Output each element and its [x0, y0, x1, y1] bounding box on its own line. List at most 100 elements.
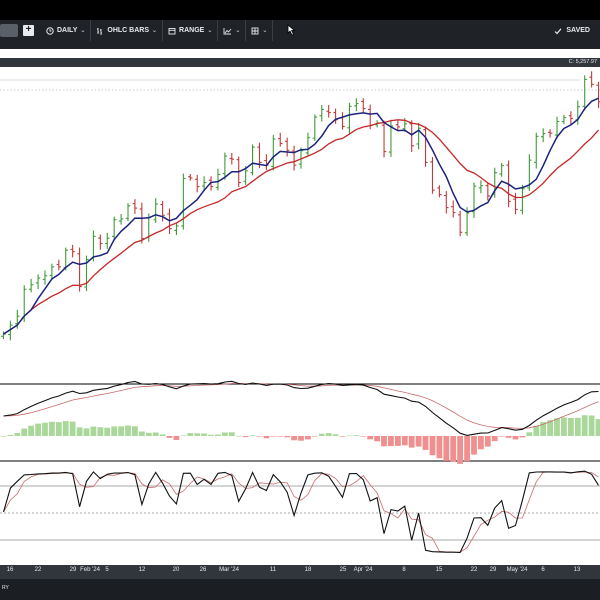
x-axis-label: 22 — [470, 567, 478, 573]
macd-histogram-bar — [581, 415, 588, 436]
bars-icon — [97, 27, 103, 35]
macd-histogram-bar — [381, 436, 387, 447]
macd-histogram-bar — [55, 422, 62, 436]
macd-histogram-bar — [62, 421, 69, 436]
ohlc-bar — [153, 198, 158, 223]
ohlc-bar — [409, 120, 414, 153]
macd-histogram-bar — [76, 427, 83, 436]
macd-histogram-bar — [256, 436, 263, 437]
chevron-down-icon: ⌄ — [152, 28, 158, 34]
macd-histogram-bar — [104, 427, 111, 436]
ohlc-bar — [485, 182, 491, 201]
ohlc-bar — [77, 247, 82, 292]
macd-histogram-bar — [111, 426, 118, 436]
macd-histogram-bar — [464, 436, 470, 462]
ohlc-bar — [326, 104, 331, 118]
macd-histogram-bar — [145, 432, 152, 436]
slow-moving-average-line — [3, 119, 599, 335]
macd-histogram-bar — [332, 434, 339, 436]
macd-histogram-bar — [132, 426, 138, 436]
macd-histogram-bar — [263, 436, 270, 439]
indicators-dropdown[interactable]: ⌄ — [218, 20, 247, 41]
macd-histogram-bar — [152, 432, 159, 436]
x-axis-label: Apr '24 — [353, 567, 373, 573]
grid-icon — [251, 27, 259, 34]
ohlc-bar — [118, 213, 124, 225]
ohlc-bar — [298, 147, 304, 169]
ohlc-bar — [347, 102, 352, 135]
x-axis: 16 22 29 Feb '24 5 12 20 26 Mar '24 11 18 25 Apr '24… — [0, 565, 600, 579]
x-axis-label: 8 — [402, 567, 406, 573]
top-black-bar — [0, 0, 600, 20]
ohlc-bar — [561, 114, 567, 125]
ohlc-bar — [139, 202, 145, 244]
layout-dropdown[interactable]: ⌄ — [246, 20, 274, 41]
ohlc-bar — [437, 185, 442, 198]
x-axis-label: 5 — [105, 567, 109, 573]
macd-histogram-bar — [208, 434, 214, 436]
range-label: RANGE — [179, 27, 205, 34]
macd-histogram-bar — [180, 435, 187, 437]
last-price-label: C: 5,257.97 — [568, 59, 597, 65]
x-axis-label: 22 — [34, 567, 42, 573]
line-chart-icon — [223, 27, 232, 34]
toolbar-subbar — [0, 41, 600, 49]
x-axis-label: 29 — [489, 567, 497, 573]
chart-type-dropdown[interactable]: OHLC BARS ⌄ — [91, 20, 164, 41]
ohlc-bar — [340, 112, 345, 130]
macd-histogram-bar — [374, 436, 380, 442]
ohlc-bar — [70, 244, 75, 258]
macd-histogram-bar — [478, 436, 484, 450]
macd-histogram-bar — [554, 418, 560, 436]
macd-histogram-bar — [277, 436, 284, 437]
macd-histogram-bar — [436, 436, 443, 459]
chart-type-label: OHLC BARS — [107, 27, 150, 34]
macd-histogram-bar — [21, 428, 28, 436]
save-status[interactable]: SAVED — [554, 20, 590, 41]
checkmark-icon — [554, 27, 562, 34]
interval-dropdown[interactable]: DAILY ⌄ — [41, 20, 92, 41]
ohlc-bar — [319, 104, 324, 122]
macd-histogram-bar — [408, 436, 415, 448]
ohlc-bar — [174, 222, 179, 235]
macd-histogram-bar — [574, 417, 581, 436]
x-axis-label: 16 — [6, 567, 14, 573]
ohlc-bar — [388, 119, 394, 157]
macd-histogram-bar — [498, 436, 505, 437]
plus-icon[interactable]: + — [23, 25, 34, 36]
macd-histogram-bar — [484, 436, 491, 447]
macd-histogram-bar — [471, 436, 477, 455]
macd-histogram-bar — [305, 436, 311, 440]
range-dropdown[interactable]: RANGE ⌄ — [163, 20, 219, 41]
macd-histogram-bar — [291, 436, 297, 441]
symbol-input[interactable] — [0, 24, 18, 37]
oscillator-line — [2, 470, 599, 553]
ohlc-bar — [596, 81, 600, 109]
ohlc-bar — [194, 174, 200, 193]
x-axis-label: 25 — [339, 567, 347, 573]
ohlc-bar — [111, 216, 117, 241]
macd-histogram-bar — [159, 434, 166, 436]
macd-histogram-bar — [491, 436, 498, 442]
macd-histogram-bar — [415, 436, 422, 447]
macd-histogram-bar — [547, 420, 553, 436]
x-axis-label: 11 — [269, 567, 277, 573]
price-header-bar: C: 5,257.97 — [0, 58, 600, 67]
macd-histogram-bar — [215, 434, 221, 436]
chart-area[interactable] — [0, 67, 600, 565]
macd-histogram-bar — [561, 417, 567, 436]
macd-histogram-bar — [401, 436, 408, 446]
macd-histogram-bar — [125, 425, 131, 436]
chevron-down-icon: ⌄ — [235, 28, 241, 34]
ohlc-bar — [98, 234, 103, 250]
clock-icon — [46, 26, 54, 35]
ohlc-bar — [312, 114, 318, 141]
macd-histogram-bar — [457, 436, 463, 464]
macd-panel — [0, 380, 600, 464]
ohlc-bar — [381, 120, 387, 158]
macd-histogram-bar — [311, 436, 318, 437]
oscillator-panel — [0, 470, 600, 553]
calendar-icon — [168, 27, 176, 34]
macd-histogram-bar — [298, 436, 304, 441]
